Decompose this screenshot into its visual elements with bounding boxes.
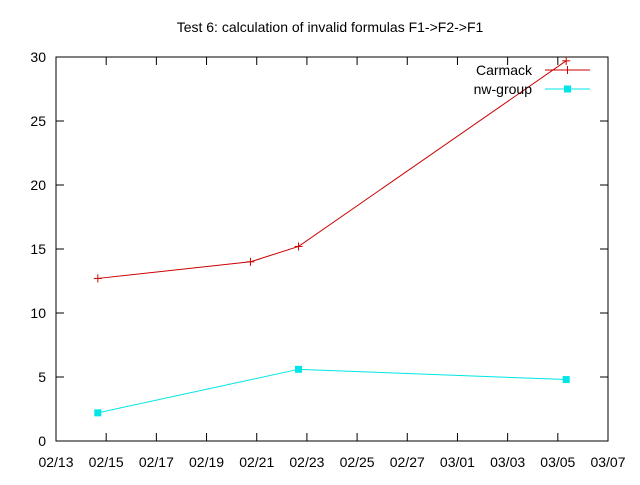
series-layer xyxy=(93,56,571,417)
x-tick-label: 03/01 xyxy=(440,454,475,470)
data-point-plus xyxy=(562,56,571,65)
data-point-plus xyxy=(294,242,303,251)
y-tick-label: 5 xyxy=(38,369,46,385)
y-tick-label: 0 xyxy=(38,433,46,449)
x-tick-label: 02/17 xyxy=(139,454,174,470)
x-tick-label: 03/03 xyxy=(490,454,525,470)
y-tick-label: 30 xyxy=(30,49,46,65)
y-tick-label: 15 xyxy=(30,241,46,257)
data-point-square xyxy=(562,376,570,384)
series-carmack xyxy=(93,56,571,283)
x-tick-label: 03/07 xyxy=(590,454,625,470)
x-tick-label: 02/27 xyxy=(390,454,425,470)
y-tick-label: 10 xyxy=(30,305,46,321)
y-tick-label: 20 xyxy=(30,177,46,193)
plot-frame xyxy=(55,56,609,442)
axes-layer: 0 5 10 15 20 25 30 02/13 02/15 02/17 02/19 02/21 02/… xyxy=(30,49,625,470)
legend-label: Carmack xyxy=(476,62,533,78)
legend: Carmack nw-group xyxy=(474,62,590,97)
chart-title: Test 6: calculation of invalid formulas … xyxy=(177,19,484,35)
series-nw-group xyxy=(94,365,570,417)
x-tick-label: 02/23 xyxy=(289,454,324,470)
x-tick-label: 02/15 xyxy=(89,454,124,470)
series-line xyxy=(97,60,567,279)
x-tick-label: 03/05 xyxy=(540,454,575,470)
legend-label: nw-group xyxy=(474,81,533,97)
series-line xyxy=(97,368,567,414)
x-tick-label: 02/21 xyxy=(239,454,274,470)
data-point-plus xyxy=(93,274,102,283)
x-tick-label: 02/13 xyxy=(38,454,73,470)
data-point-square xyxy=(94,409,102,417)
x-tick-label: 02/25 xyxy=(340,454,375,470)
data-point-plus xyxy=(246,257,255,266)
y-tick-label: 25 xyxy=(30,113,46,129)
x-tick-label: 02/19 xyxy=(189,454,224,470)
data-point-square xyxy=(295,365,303,373)
data-point-plus xyxy=(563,66,572,74)
data-point-square xyxy=(564,85,571,93)
